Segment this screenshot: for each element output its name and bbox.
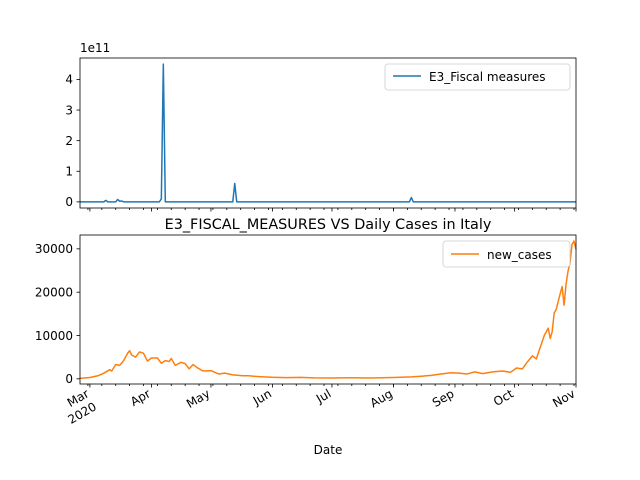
bottom-y-tick-label: 0 [65, 372, 73, 386]
bottom-y-tick-label: 10000 [35, 329, 73, 343]
top-axes-frame [79, 57, 577, 209]
top-subplot: 0 1 2 3 4 1e11 E3_Fiscal measures [65, 41, 577, 212]
top-series-group [80, 63, 576, 203]
top-y-tick-label: 0 [65, 195, 73, 209]
bottom-legend-label: new_cases [487, 248, 552, 262]
top-y-tick-label: 1 [65, 165, 73, 179]
bottom-legend-box [442, 240, 571, 268]
x-tick-label: Jul [313, 386, 333, 406]
bottom-series-group [79, 240, 577, 380]
bottom-y-tick-label: 20000 [35, 285, 73, 299]
top-series-line-0 [80, 63, 576, 203]
top-y-tick-label: 4 [65, 73, 73, 87]
top-legend-label: E3_Fiscal measures [429, 70, 546, 84]
bottom-y-tick-label: 30000 [35, 242, 73, 256]
bottom-chart-title: E3_FISCAL_MEASURES VS Daily Cases in Ita… [165, 217, 492, 233]
top-y-offset-label: 1e11 [80, 41, 110, 55]
top-y-tick-label: 3 [65, 103, 73, 117]
bottom-legend: new_cases [442, 240, 571, 268]
bottom-x-axis-label: Date [314, 443, 343, 457]
top-legend: E3_Fiscal measures [384, 63, 571, 91]
bottom-y-ticks: 0 10000 20000 30000 [35, 242, 80, 386]
top-y-tick-label: 2 [65, 134, 73, 148]
top-legend-box [384, 63, 571, 91]
top-y-ticks: 0 1 2 3 4 [65, 73, 80, 209]
bottom-series-line-0 [79, 240, 577, 380]
bottom-axes-frame [79, 234, 577, 385]
